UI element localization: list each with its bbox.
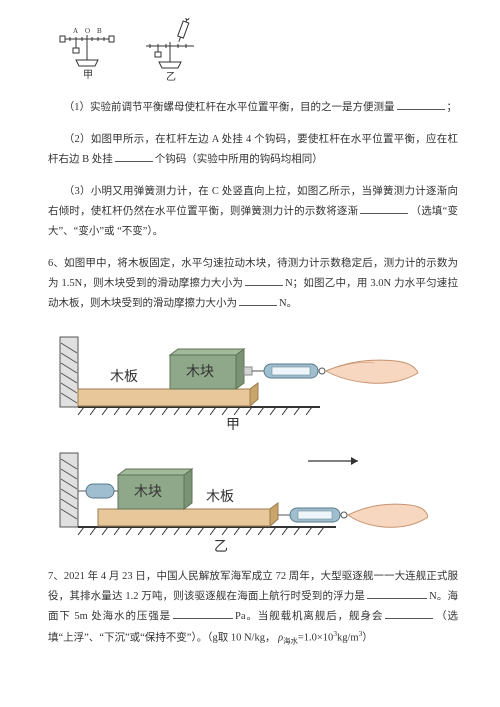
question-7: 7、2021 年 4 月 23 日，中国人民解放军海军成立 72 周年，大型驱逐… bbox=[48, 567, 458, 648]
q1-text-a: （1）实验前调节平衡螺母使杠杆在水平位置平衡，目的之一是方便测量 bbox=[64, 102, 395, 113]
lever-figure-left: A O B 甲 bbox=[56, 18, 118, 82]
lever-figure-right: 乙 bbox=[140, 18, 208, 82]
q2-text-b: 个钩码（实验中所用的钩码均相同） bbox=[155, 154, 323, 165]
q7-blank-1 bbox=[367, 589, 427, 599]
q7-text-c: Pa。当舰载机离舰后，舰身会 bbox=[235, 611, 383, 622]
fig-a-caption: 甲 bbox=[226, 418, 240, 431]
q6-text-c: N。 bbox=[279, 298, 297, 309]
q7-text-e: ） bbox=[362, 633, 373, 644]
block-label-b: 木块 bbox=[134, 484, 162, 500]
fig-right-caption: 乙 bbox=[166, 71, 176, 82]
block-label-a: 木块 bbox=[186, 364, 214, 380]
q2-blank bbox=[115, 152, 153, 162]
question-3: （3）小明又用弹簧测力计，在 C 处竖直向上拉，如图乙所示，当弹簧测力计逐渐向右… bbox=[48, 182, 458, 242]
svg-text:B: B bbox=[97, 27, 102, 35]
question-1: （1）实验前调节平衡螺母使杠杆在水平位置平衡，目的之一是方便测量 ； bbox=[48, 98, 458, 118]
friction-figure-b: 木板 木块 乙 bbox=[58, 445, 458, 553]
lever-figures: A O B 甲 bbox=[56, 18, 458, 82]
q3-blank bbox=[360, 204, 408, 214]
q7-unit: kg/m bbox=[337, 633, 359, 644]
svg-text:A: A bbox=[73, 27, 78, 35]
q7-eq: =1.0×10 bbox=[298, 633, 333, 644]
board-label-a: 木板 bbox=[110, 369, 138, 385]
q1-text-b: ； bbox=[447, 102, 458, 113]
q7-blank-3 bbox=[385, 609, 433, 619]
q1-blank bbox=[397, 100, 445, 110]
friction-figure-a: 木板 木块 甲 bbox=[58, 327, 458, 431]
board-label-b: 木板 bbox=[206, 489, 234, 505]
question-6: 6、如图甲中，将木板固定，水平匀速拉动木块，待测力计示数稳定后，测力计的示数为为… bbox=[48, 254, 458, 314]
q7-blank-2 bbox=[173, 609, 233, 619]
svg-text:O: O bbox=[85, 27, 90, 35]
rho-sub: 海水 bbox=[283, 637, 298, 646]
q6-blank-1 bbox=[245, 276, 283, 286]
q6-blank-2 bbox=[239, 296, 277, 306]
question-2: （2）如图甲所示，在杠杆左边 A 处挂 4 个钩码，要使杠杆在水平位置平衡，应在… bbox=[48, 130, 458, 170]
fig-left-caption: 甲 bbox=[83, 70, 93, 81]
fig-b-caption: 乙 bbox=[214, 539, 228, 553]
